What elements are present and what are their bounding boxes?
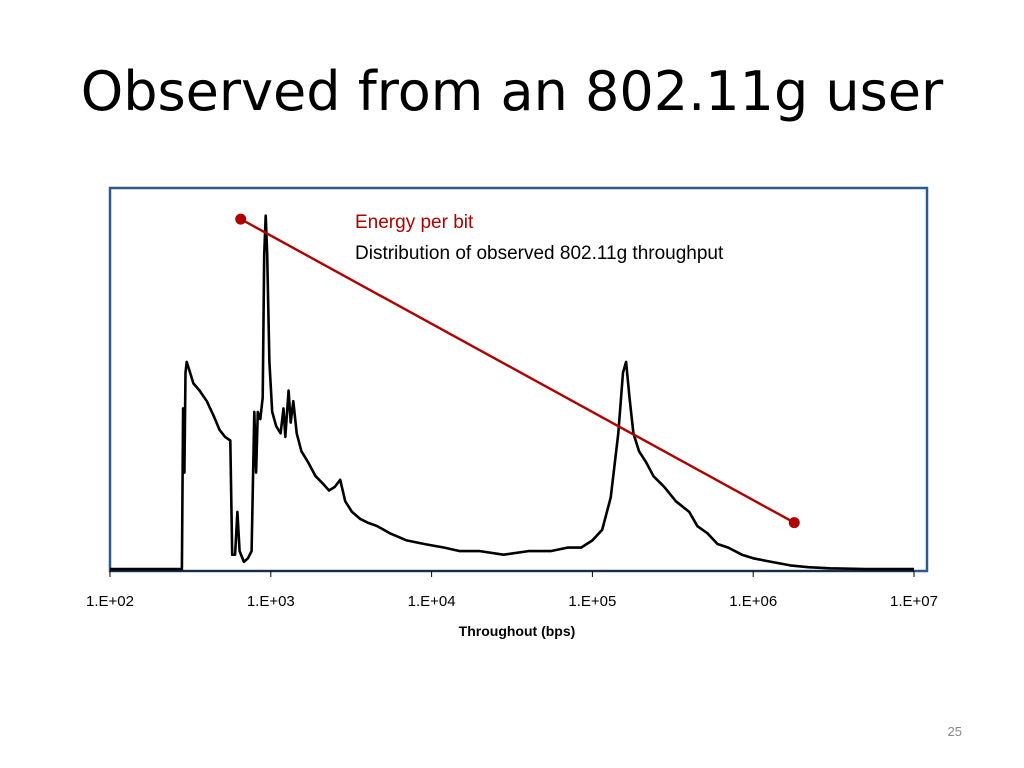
chart-legend: Energy per bit Distribution of observed … — [355, 212, 724, 264]
x-tick-label: 1.E+06 — [729, 593, 777, 610]
x-tick-label: 1.E+05 — [568, 593, 616, 610]
chart-frame — [108, 186, 929, 573]
x-tick-label: 1.E+04 — [408, 593, 456, 610]
x-tick-label: 1.E+03 — [247, 593, 295, 610]
x-tick-label: 1.E+07 — [890, 593, 938, 610]
energy-per-bit-point — [788, 517, 800, 529]
throughput-distribution-line — [110, 214, 914, 571]
page-number: 25 — [947, 724, 962, 739]
x-tick-label: 1.E+02 — [86, 593, 134, 610]
energy-per-bit-line — [240, 218, 795, 524]
x-axis-title: Throughout (bps) — [459, 623, 576, 639]
slide-title: Observed from an 802.11g user — [80, 60, 944, 123]
energy-per-bit-point — [235, 213, 247, 225]
energy-series — [235, 213, 800, 529]
x-axis: 1.E+02 1.E+03 1.E+04 1.E+05 1.E+06 1.E+07 — [86, 570, 938, 610]
legend-entry-energy-per-bit: Energy per bit — [355, 212, 474, 233]
distribution-series — [110, 214, 914, 571]
legend-entry-throughput-distribution: Distribution of observed 802.11g through… — [355, 243, 724, 264]
